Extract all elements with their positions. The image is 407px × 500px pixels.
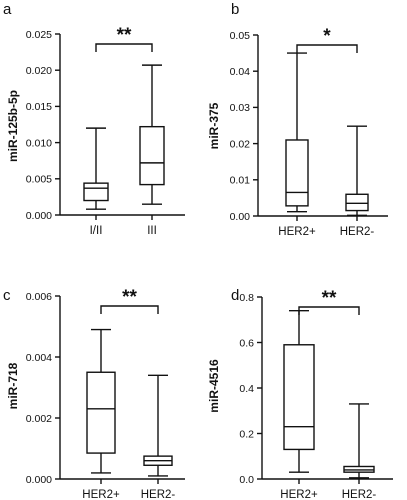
iqr-box bbox=[285, 139, 309, 207]
significance-marker: * bbox=[323, 26, 331, 47]
box-2 bbox=[345, 125, 369, 216]
x-category-label: III bbox=[147, 225, 157, 237]
significance-bracket bbox=[95, 43, 153, 52]
y-axis-label: miR-4516 bbox=[207, 359, 221, 413]
significance-marker: ** bbox=[322, 288, 337, 309]
box-2 bbox=[343, 403, 375, 479]
panel-label: c bbox=[3, 287, 11, 304]
y-tick-label: 0.004 bbox=[26, 352, 52, 364]
significance-bracket bbox=[298, 306, 360, 315]
significance-marker: ** bbox=[117, 25, 132, 46]
x-category-label: HER2+ bbox=[280, 489, 318, 500]
y-tick-label: 0.6 bbox=[239, 337, 254, 349]
chart-panel-d: d miR-4516 0.0 0.2 0.4 0.6 0.8 HER2+ HER2- ** bbox=[207, 287, 393, 500]
box-1 bbox=[83, 127, 109, 210]
y-tick-label: 0.000 bbox=[26, 474, 52, 486]
y-tick-label: 0.010 bbox=[26, 137, 52, 149]
y-tick-label: 0.006 bbox=[26, 291, 52, 303]
significance-bracket bbox=[100, 305, 159, 314]
y-tick-label: 0.05 bbox=[230, 30, 251, 42]
y-tick-label: 0.2 bbox=[239, 428, 254, 440]
x-category-label: HER2- bbox=[340, 226, 375, 238]
chart-panel-b: b miR-375 0.00 0.01 0.02 0.03 0.04 0.05 HER2+ HER… bbox=[207, 1, 388, 238]
y-tick-label: 0.02 bbox=[230, 138, 251, 150]
panel-label: a bbox=[3, 1, 12, 18]
iqr-box bbox=[86, 371, 116, 454]
y-axis-label: miR-375 bbox=[207, 102, 221, 149]
x-category-label: HER2- bbox=[141, 489, 176, 500]
significance-marker: ** bbox=[122, 287, 137, 308]
y-tick-label: 0.005 bbox=[26, 174, 52, 186]
panel-label: d bbox=[231, 287, 239, 304]
chart-panel-c: c miR-718 0.000 0.002 0.004 0.006 HER2+ HER2- ** bbox=[3, 287, 185, 500]
y-tick-label: 0.025 bbox=[26, 29, 52, 41]
y-tick-label: 0.020 bbox=[26, 65, 52, 77]
x-category-label: I/II bbox=[90, 225, 103, 237]
iqr-box bbox=[139, 125, 165, 186]
panel-label: b bbox=[231, 1, 239, 18]
y-tick-label: 0.04 bbox=[230, 66, 251, 78]
y-tick-label: 0.000 bbox=[26, 210, 52, 222]
significance-bracket bbox=[296, 44, 358, 53]
y-tick-label: 0.4 bbox=[239, 383, 254, 395]
x-category-label: HER2+ bbox=[82, 489, 120, 500]
box-1 bbox=[86, 328, 116, 474]
iqr-box bbox=[83, 182, 109, 202]
y-tick-label: 0.8 bbox=[239, 292, 254, 304]
iqr-box bbox=[345, 193, 369, 212]
chart-panel-a: a miR-125b-5p 0.000 0.005 0.010 0.015 0.020 0.0… bbox=[3, 1, 185, 237]
y-axis-label: miR-718 bbox=[6, 362, 20, 409]
box-1 bbox=[285, 52, 309, 213]
y-tick-label: 0.03 bbox=[230, 102, 251, 114]
box-2 bbox=[139, 64, 165, 205]
box-2 bbox=[143, 374, 173, 477]
box-1 bbox=[283, 309, 315, 473]
iqr-box bbox=[283, 344, 315, 451]
y-tick-label: 0.002 bbox=[26, 413, 52, 425]
x-category-label: HER2- bbox=[342, 489, 377, 500]
x-category-label: HER2+ bbox=[278, 226, 316, 238]
y-axis-label: miR-125b-5p bbox=[6, 90, 20, 162]
y-tick-label: 0.015 bbox=[26, 101, 52, 113]
y-tick-label: 0.00 bbox=[230, 211, 251, 223]
y-tick-label: 0.01 bbox=[230, 175, 251, 187]
y-tick-label: 0.0 bbox=[239, 474, 254, 486]
